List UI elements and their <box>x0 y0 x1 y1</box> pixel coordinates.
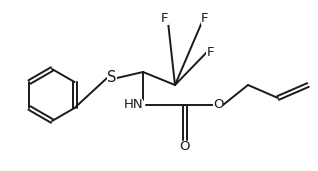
Text: HN: HN <box>123 98 143 111</box>
Text: F: F <box>206 45 214 58</box>
Text: O: O <box>213 98 223 111</box>
Text: S: S <box>107 70 117 86</box>
Text: F: F <box>161 11 169 24</box>
Text: F: F <box>201 11 209 24</box>
Text: O: O <box>180 141 190 154</box>
